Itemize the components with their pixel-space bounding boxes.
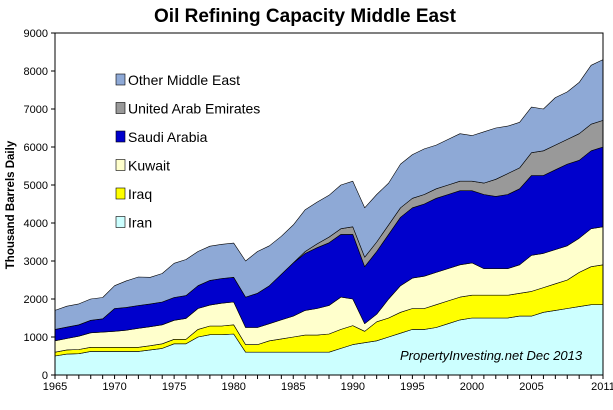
y-axis-label: Thousand Barrels Daily [5, 140, 17, 269]
legend-label-other-middle-east: Other Middle East [128, 72, 240, 88]
y-tick-label: 6000 [24, 142, 48, 154]
y-tick-label: 5000 [24, 180, 48, 192]
y-tick-label: 8000 [24, 66, 48, 78]
y-tick-label: 3000 [24, 256, 48, 268]
y-tick-label: 1000 [24, 332, 48, 344]
legend-label-kuwait: Kuwait [128, 158, 170, 174]
y-axis-ticks: 0 1000 2000 3000 4000 5000 6000 7000 8000 9000 [24, 28, 55, 382]
x-tick-label: 1995 [400, 381, 424, 393]
x-tick-label: 1965 [43, 381, 67, 393]
x-axis-ticks: 1965 1970 1975 1980 1985 1990 1995 2000 2005 2011 [43, 375, 613, 393]
area-layers [54, 59, 604, 376]
legend-swatch-united-arab-emirates [115, 102, 126, 114]
legend-swatch-saudi-arabia [115, 130, 126, 143]
x-tick-label: 1970 [102, 381, 126, 393]
legend-swatch-kuwait [115, 159, 126, 171]
x-tick-label: 1990 [341, 381, 365, 393]
x-tick-label: 2005 [519, 381, 543, 393]
x-tick-label: 1975 [162, 381, 186, 393]
legend-swatch-iran [115, 216, 126, 228]
chart-title: Oil Refining Capacity Middle East [154, 6, 457, 27]
legend-swatch-other-middle-east [115, 73, 126, 86]
x-tick-label: 1980 [221, 381, 245, 393]
x-tick-label: 1985 [281, 381, 305, 393]
legend-label-iraq: Iraq [128, 186, 152, 202]
y-tick-label: 9000 [24, 28, 48, 40]
y-tick-label: 4000 [24, 218, 48, 230]
x-tick-label: 2011 [591, 381, 613, 393]
legend-label-iran: Iran [128, 215, 152, 231]
legend: Other Middle East United Arab Emirates Sau… [115, 72, 260, 231]
y-tick-label: 0 [42, 370, 48, 382]
legend-swatch-iraq [115, 187, 126, 200]
legend-label-united-arab-emirates: United Arab Emirates [128, 101, 260, 117]
y-tick-label: 2000 [24, 294, 48, 306]
source-annotation: PropertyInvesting.net Dec 2013 [400, 348, 583, 363]
legend-label-saudi-arabia: Saudi Arabia [128, 129, 208, 145]
y-tick-label: 7000 [24, 104, 48, 116]
x-tick-label: 2000 [460, 381, 484, 393]
